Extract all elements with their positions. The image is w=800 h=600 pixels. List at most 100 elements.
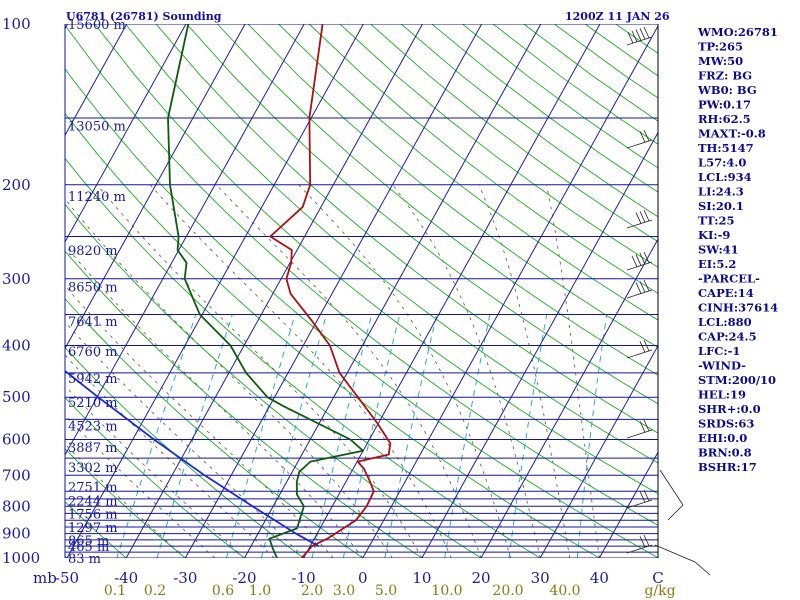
isotherms xyxy=(65,24,658,558)
index-row-17: -PARCEL- xyxy=(698,272,760,286)
dry-adiabat-100 xyxy=(186,24,658,405)
wind-barb-flag-8-0 xyxy=(643,534,650,547)
dry-adiabat-220 xyxy=(554,24,658,99)
dry-adiabat-60 xyxy=(65,24,658,526)
isotherm-20 xyxy=(480,238,658,558)
dry-adiabat--40 xyxy=(65,501,127,558)
moist-adiabat-25 xyxy=(298,184,511,558)
isotherm--50 xyxy=(66,24,364,558)
pressure-label-600: 600 xyxy=(2,431,31,449)
mixing-ratio-line-5 xyxy=(384,314,438,558)
dry-adiabat-90 xyxy=(155,24,658,434)
index-row-7: MAXT:-0.8 xyxy=(698,127,766,141)
index-row-21: CAP:24.5 xyxy=(698,330,757,344)
mixing-ratio-label-8: 20.0 xyxy=(492,583,523,599)
index-row-9: L57:4.0 xyxy=(698,156,746,170)
isotherm-0 xyxy=(362,24,658,558)
wind-barb-3 xyxy=(626,261,653,271)
temp-label-5: 0 xyxy=(358,569,368,587)
pressure-label-500: 500 xyxy=(2,388,31,406)
mixing-ratio-label-5: 3.0 xyxy=(333,583,355,599)
wind-barb-flag-4-0 xyxy=(643,279,650,292)
isotherm--20 xyxy=(244,24,542,558)
dry-adiabat-130 xyxy=(278,24,658,321)
height-label-0: 83 m xyxy=(68,552,101,567)
mixing-ratio-line-0.2 xyxy=(156,314,233,558)
moist-adiabat--30 xyxy=(65,443,186,558)
height-label-7: 3302 m xyxy=(68,461,118,476)
wind-barb-flag-3-2 xyxy=(635,254,642,266)
dry-adiabat--10 xyxy=(65,346,305,558)
moist-adiabat--15 xyxy=(65,354,275,558)
index-row-28: EHI:0.0 xyxy=(698,431,747,445)
wind-barb-7 xyxy=(626,499,653,509)
mixing-ratio-labels: 0.1 0.2 0.6 1.0 2.0 3.0 5.0 10.0 20.0 40.0 g/kg xyxy=(104,583,676,599)
wind-barb-flag-0-4 xyxy=(627,32,634,44)
dry-adiabat-120 xyxy=(247,24,658,348)
wind-barb-flag-3-0 xyxy=(643,251,650,264)
station-title: U6781 (26781) Sounding xyxy=(66,10,222,23)
moist-adiabat--25 xyxy=(65,414,216,558)
height-label-3: 1297 m xyxy=(68,521,118,536)
wind-barb-8 xyxy=(626,544,653,554)
wind-barb-flag-4-2 xyxy=(635,282,642,294)
height-label-1: 465 m xyxy=(68,540,109,555)
index-row-1: TP:265 xyxy=(698,40,743,54)
pressure-label-400: 400 xyxy=(2,337,31,355)
dry-adiabat-230 xyxy=(584,24,658,77)
index-row-25: HEL:19 xyxy=(698,388,746,402)
height-label-13: 7641 m xyxy=(68,315,118,330)
index-row-4: WB0: BG xyxy=(697,83,757,97)
temp-unit-label: C xyxy=(652,569,663,587)
wind-barb-flag-1-1 xyxy=(639,131,646,143)
mixing-ratio-label-6: 5.0 xyxy=(375,583,397,599)
wind-barb-flag-0-2 xyxy=(635,29,642,41)
height-label-5: 2244 m xyxy=(68,494,118,509)
sounding-time: 1200Z 11 JAN 26 xyxy=(565,10,670,23)
plot-frame xyxy=(64,24,659,558)
moist-adiabat-35 xyxy=(478,184,571,558)
wind-barb-flag-5-1 xyxy=(639,341,646,353)
height-label-17: 13050 m xyxy=(68,120,126,135)
mixing-ratio-label-4: 2.0 xyxy=(301,583,323,599)
wind-barb-4 xyxy=(626,289,653,299)
moist-adiabat-40 xyxy=(546,184,600,558)
isotherm-30 xyxy=(539,344,658,558)
wind-barb-flag-6-1 xyxy=(639,421,646,433)
isotherm--40 xyxy=(125,24,423,558)
dry-adiabats xyxy=(0,24,658,569)
mixing-ratio-lines xyxy=(116,314,608,558)
dry-adiabat-140 xyxy=(308,24,658,294)
wind-barb-flag-3-1 xyxy=(639,253,646,265)
dry-adiabat-110 xyxy=(216,24,658,376)
dewpoint-trace xyxy=(167,24,364,558)
pressure-unit-label: mb xyxy=(33,569,57,587)
dry-adiabat-30 xyxy=(65,157,542,558)
pressure-labels: 100 200 300 400 500 600 700 800 900 1000 xyxy=(2,15,40,567)
height-label-9: 4523 m xyxy=(68,420,118,435)
pressure-label-700: 700 xyxy=(2,466,31,484)
height-label-10: 5210 m xyxy=(68,396,118,411)
index-row-2: MW:50 xyxy=(698,54,743,68)
wind-barb-5 xyxy=(626,349,653,359)
wind-barb-1 xyxy=(626,139,653,149)
mixing-ratio-label-9: 40.0 xyxy=(549,583,580,599)
mixing-ratio-line-20 xyxy=(508,314,548,558)
index-row-13: TT:25 xyxy=(698,214,735,228)
height-label-8: 3887 m xyxy=(68,441,118,456)
temp-label-4: -10 xyxy=(292,569,316,587)
index-row-29: BRN:0.8 xyxy=(698,446,752,460)
dry-adiabat--30 xyxy=(65,448,187,558)
pressure-label-200: 200 xyxy=(2,176,31,194)
wind-barb-flag-2-0 xyxy=(643,209,650,222)
mixing-ratio-line-3 xyxy=(342,314,401,558)
height-label-4: 1756 m xyxy=(68,507,118,522)
mixing-ratio-line-10 xyxy=(444,314,491,558)
index-row-6: RH:62.5 xyxy=(698,112,751,126)
dry-adiabat--60 xyxy=(0,24,19,569)
dry-adiabat-20 xyxy=(65,203,482,558)
dry-adiabat--20 xyxy=(65,396,246,558)
mixing-ratio-label-2: 0.6 xyxy=(212,583,234,599)
wind-barb-flag-0-1 xyxy=(639,28,646,40)
dry-adiabat-10 xyxy=(65,250,423,558)
